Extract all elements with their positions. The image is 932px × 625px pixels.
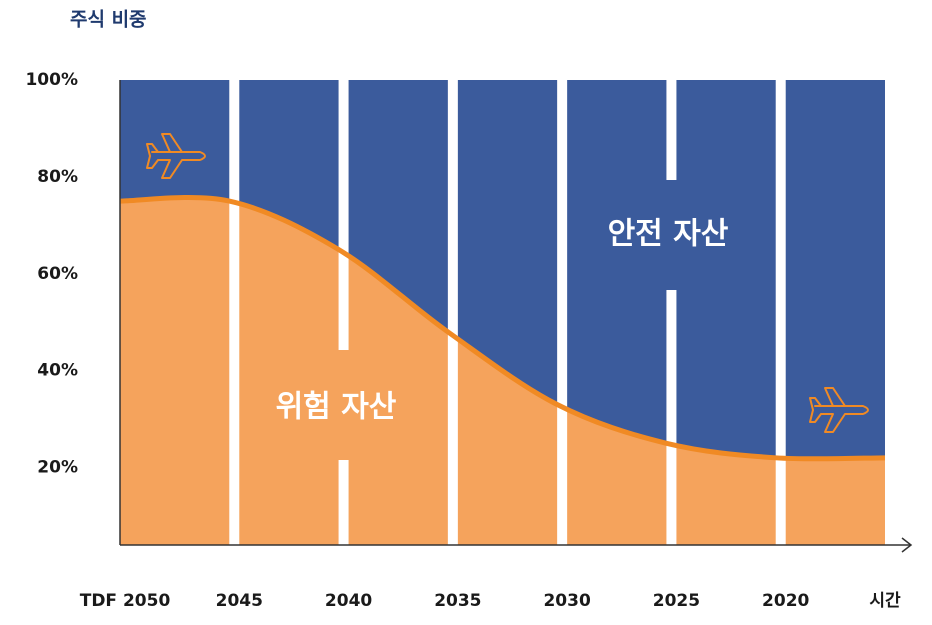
x-tick-label: 2020 [762, 591, 809, 611]
y-tick-label: 80% [37, 167, 78, 187]
annotation: 위험 자산 [276, 390, 397, 425]
airplane-icon [146, 133, 206, 179]
x-tick-label: 2045 [216, 591, 263, 611]
y-axis-label: 주식 비중 [70, 9, 147, 31]
gap [338, 460, 349, 545]
x-axis-arrow [901, 537, 913, 553]
x-tick-label: TDF 2050 [80, 591, 171, 611]
y-tick-label: 20% [37, 458, 78, 478]
airplane-icon [809, 387, 869, 433]
gap [229, 80, 240, 545]
annotation: 안전 자산 [608, 217, 729, 252]
gap [338, 80, 349, 350]
gap [775, 80, 786, 545]
y-tick-label: 100% [25, 70, 78, 90]
x-tick-label: 2030 [543, 591, 590, 611]
gap [447, 80, 458, 545]
x-tick-label: 2025 [653, 591, 700, 611]
gap [666, 290, 677, 545]
equity-line [119, 195, 886, 462]
gap [666, 80, 677, 180]
x-axis-label: 시간 [869, 591, 901, 611]
y-tick-label: 40% [37, 361, 78, 381]
x-tick-label: 2035 [434, 591, 481, 611]
y-tick-label: 60% [37, 264, 78, 284]
gap [557, 80, 568, 545]
x-tick-label: 2040 [325, 591, 372, 611]
